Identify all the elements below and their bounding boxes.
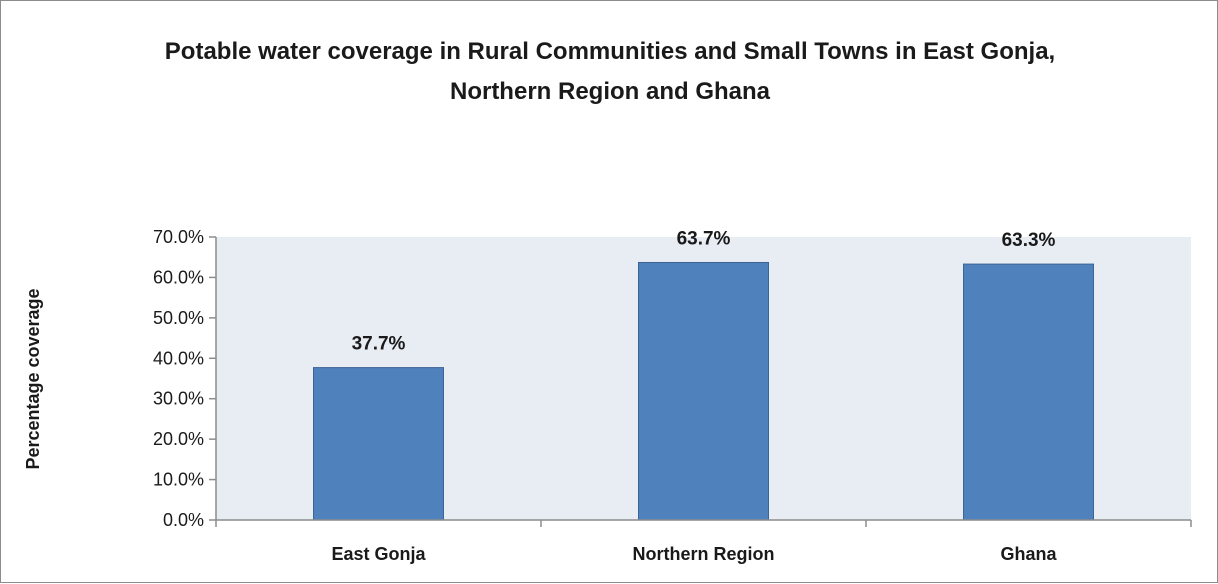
- bar: [963, 263, 1094, 521]
- y-tick-label: 40.0%: [153, 348, 204, 368]
- chart-title-line-1: Potable water coverage in Rural Communit…: [165, 38, 1055, 65]
- x-category-label: East Gonja: [331, 544, 426, 564]
- y-tick-label: 20.0%: [153, 429, 204, 449]
- x-category-label: Ghana: [1000, 544, 1057, 564]
- bar: [638, 261, 769, 521]
- bar-data-label: 63.7%: [677, 228, 731, 249]
- y-tick-label: 60.0%: [153, 267, 204, 287]
- chart-title-line-2: Northern Region and Ghana: [450, 78, 771, 105]
- x-category-label: Northern Region: [633, 544, 775, 564]
- y-tick-label: 0.0%: [163, 510, 204, 530]
- y-tick-label: 30.0%: [153, 389, 204, 409]
- y-axis-label: Percentage coverage: [23, 288, 43, 469]
- bars: [313, 261, 1094, 521]
- bar-data-label: 37.7%: [352, 334, 406, 355]
- y-axis-ticks: 0.0% 10.0% 20.0% 30.0% 40.0% 50.0% 60.0% 70.0%: [153, 227, 216, 530]
- bar: [313, 367, 444, 521]
- bar-data-labels: 37.7% 63.7% 63.3%: [352, 228, 1056, 354]
- bar-data-label: 63.3%: [1002, 230, 1056, 251]
- y-tick-label: 50.0%: [153, 308, 204, 328]
- y-tick-label: 10.0%: [153, 470, 204, 490]
- y-tick-label: 70.0%: [153, 227, 204, 247]
- x-axis-categories: East Gonja Northern Region Ghana: [215, 520, 1192, 564]
